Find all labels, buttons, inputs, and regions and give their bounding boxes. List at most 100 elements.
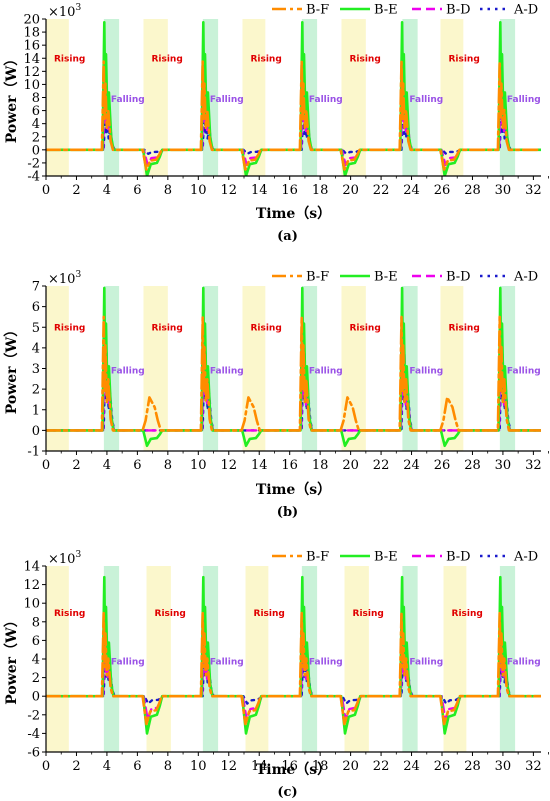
y-tick-label: 10 (23, 597, 40, 612)
y-scale-label: ×103 (48, 550, 81, 567)
x-axis-label: Time（s） (256, 762, 331, 778)
rising-band (46, 566, 69, 752)
y-scale-exponent: 3 (75, 270, 81, 280)
series-line-b-d (46, 73, 541, 167)
x-tick-label: 2 (72, 458, 80, 473)
falling-label: Falling (507, 366, 541, 376)
series-group (46, 286, 541, 448)
x-tick-label: 32 (525, 759, 542, 774)
y-tick-label: 16 (23, 39, 40, 54)
x-tick-label: 6 (133, 458, 141, 473)
x-tick-label: 10 (190, 183, 207, 198)
rising-label: Rising (349, 54, 380, 64)
x-tick-label: 2 (72, 759, 80, 774)
series-line-b-f (46, 611, 541, 726)
falling-band (103, 566, 120, 752)
y-scale-label: ×103 (48, 3, 81, 20)
x-tick-label: 30 (495, 183, 512, 198)
y-axis-label: Power（W） (4, 613, 20, 705)
x-tick-label: 6 (133, 183, 141, 198)
rising-band (46, 19, 69, 176)
x-tick-label: 14 (251, 759, 268, 774)
y-tick-label: 8 (32, 615, 40, 630)
rising-label: Rising (448, 324, 479, 334)
legend-label-b-f: B-F (306, 270, 329, 285)
series-line-a-d (46, 639, 541, 705)
y-tick-label: 14 (23, 560, 40, 575)
x-tick-label: 14 (251, 458, 268, 473)
y-tick-label: 1 (32, 403, 40, 418)
falling-label: Falling (409, 366, 443, 376)
x-tick-label: 4 (103, 759, 111, 774)
y-tick-label: -4 (27, 727, 40, 742)
falling-band (499, 286, 516, 451)
series-group (46, 575, 541, 735)
y-tick-label: -2 (27, 156, 40, 171)
x-tick-label: 32 (525, 458, 542, 473)
falling-label: Falling (309, 366, 343, 376)
y-tick-label: -2 (27, 708, 40, 723)
falling-label: Falling (111, 366, 145, 376)
panel-label: (c) (277, 785, 297, 800)
y-tick-label: 7 (32, 280, 40, 295)
x-tick-label: 20 (342, 458, 359, 473)
y-tick-label: 0 (32, 143, 40, 158)
rising-label: Rising (155, 609, 186, 619)
rising-label: Rising (54, 54, 85, 64)
x-tick-label: 28 (464, 183, 481, 198)
y-tick-label: 0 (32, 424, 40, 439)
rising-band (440, 19, 464, 176)
y-scale-label: ×103 (48, 270, 81, 287)
rising-label: Rising (151, 54, 182, 64)
legend-label-a-d: A-D (513, 270, 538, 285)
rising-band (242, 286, 266, 451)
falling-label: Falling (409, 658, 443, 668)
falling-band (402, 566, 418, 752)
y-tick-label: 8 (32, 91, 40, 106)
y-tick-label: 6 (32, 104, 40, 119)
y-tick-label: -4 (27, 170, 40, 185)
rising-label: Rising (349, 324, 380, 334)
x-tick-label: 16 (281, 458, 298, 473)
y-scale-exponent: 3 (75, 550, 81, 560)
x-tick-label: 22 (373, 183, 390, 198)
y-tick-label: 6 (32, 300, 40, 315)
chart-panel-3: Rising Rising Rising Rising Rising Falling Fal… (4, 550, 550, 800)
y-tick-label: 2 (32, 383, 40, 398)
legend-label-a-d: A-D (513, 3, 538, 18)
falling-label: Falling (507, 95, 541, 105)
rising-label: Rising (353, 609, 384, 619)
x-tick-label: 26 (434, 759, 451, 774)
x-tick-label: 16 (281, 759, 298, 774)
legend-label-b-d: B-D (446, 550, 471, 565)
panel-label: (a) (277, 229, 298, 244)
y-tick-label: 18 (23, 26, 40, 41)
falling-band (301, 566, 318, 752)
rising-band (245, 566, 269, 752)
x-tick-label: 26 (434, 183, 451, 198)
x-tick-label: 28 (464, 458, 481, 473)
falling-label: Falling (210, 95, 244, 105)
falling-label: Falling (210, 366, 244, 376)
series-line-b-d (46, 326, 541, 432)
x-tick-label: 32 (525, 183, 542, 198)
x-tick-label: 0 (42, 759, 50, 774)
y-tick-label: 12 (23, 65, 40, 80)
legend-label-b-f: B-F (306, 3, 329, 18)
rising-band (341, 286, 366, 451)
x-tick-label: 18 (312, 759, 329, 774)
y-tick-label: 4 (32, 117, 40, 132)
x-tick-label: 0 (42, 183, 50, 198)
rising-band (242, 19, 266, 176)
x-tick-label: 24 (403, 458, 420, 473)
x-tick-label: 20 (342, 183, 359, 198)
falling-band (301, 286, 318, 451)
x-tick-label: 30 (495, 759, 512, 774)
rising-band (443, 566, 467, 752)
panel-label: (b) (277, 505, 298, 520)
y-tick-label: 10 (23, 78, 40, 93)
y-axis-label: Power（W） (4, 323, 20, 415)
y-tick-label: 14 (23, 52, 40, 67)
x-tick-label: 6 (133, 759, 141, 774)
